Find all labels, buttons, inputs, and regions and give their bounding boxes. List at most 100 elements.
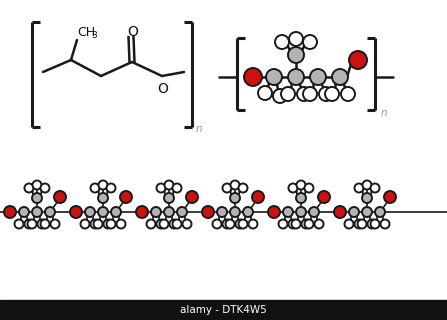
Circle shape — [120, 191, 132, 203]
Circle shape — [288, 69, 304, 85]
Circle shape — [362, 193, 372, 203]
Circle shape — [375, 207, 385, 217]
Circle shape — [85, 207, 95, 217]
Circle shape — [243, 207, 253, 217]
Circle shape — [151, 207, 161, 217]
Circle shape — [54, 191, 66, 203]
Circle shape — [19, 207, 29, 217]
Circle shape — [45, 207, 55, 217]
Circle shape — [341, 87, 355, 101]
Circle shape — [230, 207, 240, 217]
Circle shape — [354, 220, 363, 228]
Circle shape — [98, 180, 107, 189]
Circle shape — [98, 193, 108, 203]
Circle shape — [111, 207, 121, 217]
Circle shape — [303, 35, 317, 49]
Circle shape — [156, 183, 165, 193]
Text: O: O — [157, 82, 169, 96]
Circle shape — [291, 220, 300, 228]
Text: O: O — [127, 25, 139, 39]
Circle shape — [106, 183, 115, 193]
Circle shape — [258, 86, 272, 100]
Circle shape — [239, 220, 248, 228]
Circle shape — [38, 220, 46, 228]
Circle shape — [310, 69, 326, 85]
Text: CH: CH — [77, 26, 95, 38]
Circle shape — [273, 89, 287, 103]
Circle shape — [14, 220, 24, 228]
Text: n: n — [381, 108, 388, 118]
Circle shape — [51, 220, 59, 228]
Circle shape — [90, 183, 100, 193]
Circle shape — [304, 220, 313, 228]
Circle shape — [318, 191, 330, 203]
Circle shape — [98, 207, 108, 217]
Circle shape — [202, 206, 214, 218]
Circle shape — [164, 193, 174, 203]
Circle shape — [358, 220, 367, 228]
Circle shape — [371, 183, 380, 193]
Circle shape — [304, 183, 313, 193]
Circle shape — [4, 206, 16, 218]
Circle shape — [362, 207, 372, 217]
Circle shape — [266, 69, 282, 85]
Circle shape — [367, 220, 376, 228]
Circle shape — [177, 207, 187, 217]
Circle shape — [349, 51, 367, 69]
Circle shape — [268, 206, 280, 218]
Circle shape — [223, 220, 232, 228]
Circle shape — [32, 193, 42, 203]
Circle shape — [164, 207, 174, 217]
Circle shape — [164, 180, 173, 189]
Circle shape — [283, 207, 293, 217]
Text: 3: 3 — [91, 30, 97, 39]
Circle shape — [32, 207, 42, 217]
Circle shape — [28, 220, 37, 228]
Circle shape — [288, 183, 298, 193]
Circle shape — [223, 183, 232, 193]
Circle shape — [160, 220, 169, 228]
Circle shape — [309, 207, 319, 217]
Circle shape — [363, 180, 371, 189]
Circle shape — [231, 180, 240, 189]
Circle shape — [236, 220, 245, 228]
Circle shape — [239, 183, 248, 193]
Circle shape — [384, 191, 396, 203]
Circle shape — [288, 220, 298, 228]
Circle shape — [345, 220, 354, 228]
Circle shape — [297, 87, 311, 101]
Circle shape — [296, 180, 305, 189]
Circle shape — [93, 220, 102, 228]
Circle shape — [147, 220, 156, 228]
Circle shape — [315, 220, 324, 228]
Circle shape — [244, 68, 262, 86]
Circle shape — [186, 191, 198, 203]
Circle shape — [278, 220, 287, 228]
Circle shape — [288, 47, 304, 63]
Circle shape — [301, 220, 311, 228]
Text: n: n — [196, 124, 202, 134]
Circle shape — [217, 207, 227, 217]
Circle shape — [173, 183, 181, 193]
Circle shape — [212, 220, 222, 228]
Circle shape — [41, 220, 50, 228]
Circle shape — [106, 220, 115, 228]
Circle shape — [296, 193, 306, 203]
Circle shape — [249, 220, 257, 228]
Circle shape — [349, 207, 359, 217]
Circle shape — [117, 220, 126, 228]
Circle shape — [169, 220, 178, 228]
Circle shape — [90, 220, 100, 228]
Circle shape — [25, 220, 34, 228]
Circle shape — [303, 87, 317, 101]
Circle shape — [296, 207, 306, 217]
Circle shape — [252, 191, 264, 203]
Circle shape — [104, 220, 113, 228]
Circle shape — [70, 206, 82, 218]
Circle shape — [354, 183, 363, 193]
Circle shape — [25, 183, 34, 193]
Circle shape — [289, 32, 303, 46]
Circle shape — [156, 220, 165, 228]
Circle shape — [80, 220, 89, 228]
Circle shape — [325, 87, 339, 101]
